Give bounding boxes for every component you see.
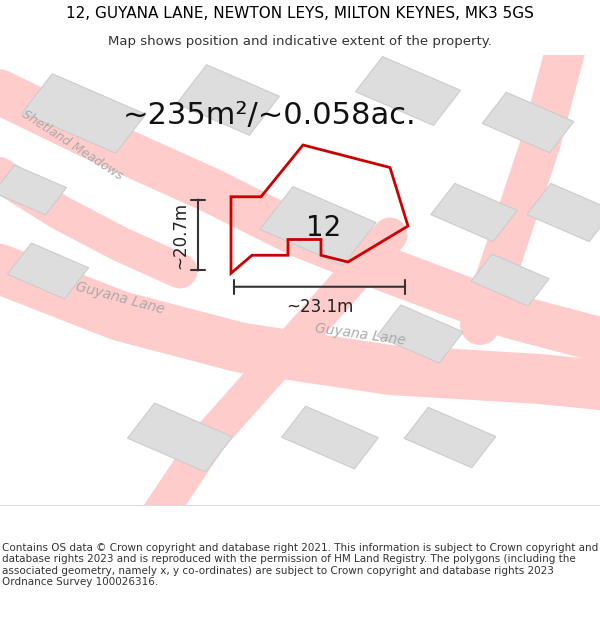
Text: ~23.1m: ~23.1m	[286, 298, 353, 316]
Text: Map shows position and indicative extent of the property.: Map shows position and indicative extent…	[108, 35, 492, 48]
Polygon shape	[0, 165, 67, 215]
Polygon shape	[176, 65, 280, 135]
Text: ~20.7m: ~20.7m	[171, 201, 189, 269]
Polygon shape	[431, 183, 517, 242]
Polygon shape	[356, 57, 460, 126]
Text: Guyana Lane: Guyana Lane	[314, 321, 406, 348]
Text: ~235m²/~0.058ac.: ~235m²/~0.058ac.	[123, 101, 417, 130]
Text: 12, GUYANA LANE, NEWTON LEYS, MILTON KEYNES, MK3 5GS: 12, GUYANA LANE, NEWTON LEYS, MILTON KEY…	[66, 6, 534, 21]
Polygon shape	[377, 305, 463, 363]
Polygon shape	[22, 74, 146, 153]
Polygon shape	[128, 403, 232, 472]
Text: Shetland Meadows: Shetland Meadows	[19, 107, 125, 182]
Polygon shape	[404, 408, 496, 468]
Text: Guyana Lane: Guyana Lane	[74, 279, 166, 317]
Polygon shape	[7, 243, 89, 299]
Polygon shape	[260, 187, 376, 266]
Polygon shape	[281, 406, 379, 469]
Text: Contains OS data © Crown copyright and database right 2021. This information is : Contains OS data © Crown copyright and d…	[2, 542, 598, 588]
Polygon shape	[471, 254, 549, 306]
Polygon shape	[482, 92, 574, 152]
Polygon shape	[527, 183, 600, 242]
Text: 12: 12	[307, 214, 341, 243]
